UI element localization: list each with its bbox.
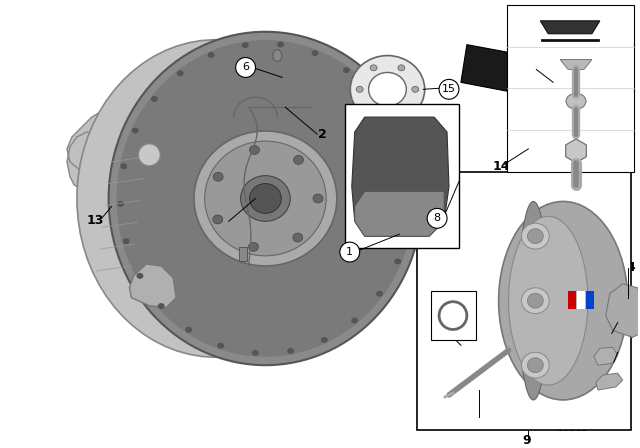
Bar [568,291,576,309]
Ellipse shape [157,303,164,309]
Bar [586,291,594,309]
Text: 1: 1 [346,247,353,257]
Polygon shape [566,139,586,163]
Ellipse shape [369,73,406,106]
Ellipse shape [252,350,259,356]
Text: 13: 13 [87,214,104,227]
Ellipse shape [499,202,628,400]
Ellipse shape [287,348,294,354]
Ellipse shape [370,108,377,114]
Text: 14: 14 [493,160,510,173]
Text: 6: 6 [242,62,249,73]
Ellipse shape [351,318,358,323]
Ellipse shape [136,273,143,279]
Ellipse shape [138,144,160,166]
Ellipse shape [123,238,130,244]
Ellipse shape [212,215,223,224]
Ellipse shape [194,131,337,266]
Ellipse shape [294,155,303,164]
Ellipse shape [205,141,326,256]
Ellipse shape [277,42,284,47]
Ellipse shape [407,195,414,202]
Polygon shape [67,102,156,198]
Ellipse shape [412,86,419,92]
Ellipse shape [242,42,249,48]
Text: 4: 4 [626,262,635,275]
Ellipse shape [343,67,350,73]
Text: 12: 12 [450,341,468,354]
Bar [577,291,585,309]
Ellipse shape [185,327,192,333]
Ellipse shape [120,164,127,169]
Text: 3: 3 [472,413,481,426]
Ellipse shape [404,222,412,228]
Ellipse shape [109,32,422,365]
Ellipse shape [151,96,158,102]
Polygon shape [596,373,623,390]
Ellipse shape [376,291,383,297]
Text: 11: 11 [611,346,628,359]
Text: 8: 8 [433,213,441,223]
Ellipse shape [250,146,259,155]
Polygon shape [77,40,336,357]
Polygon shape [594,347,618,365]
Text: 2: 2 [317,129,326,142]
Ellipse shape [398,108,405,114]
Ellipse shape [313,194,323,203]
Polygon shape [606,284,640,337]
Ellipse shape [509,216,588,385]
Circle shape [427,208,447,228]
Ellipse shape [403,158,410,164]
Bar [417,172,630,430]
Ellipse shape [390,123,397,129]
Bar [431,291,476,340]
Ellipse shape [273,50,282,61]
Ellipse shape [321,337,328,343]
Text: 488985: 488985 [552,422,589,433]
Ellipse shape [518,202,548,400]
Polygon shape [129,264,176,308]
Polygon shape [540,21,600,34]
Ellipse shape [117,201,124,207]
Text: 15: 15 [442,84,456,95]
Ellipse shape [207,52,214,58]
Ellipse shape [132,128,139,134]
Ellipse shape [241,176,290,221]
Ellipse shape [248,242,259,251]
Ellipse shape [370,65,377,71]
Ellipse shape [116,40,414,357]
Ellipse shape [217,343,224,349]
Ellipse shape [566,93,586,109]
Bar [239,247,246,261]
Text: 9: 9 [522,434,531,447]
Ellipse shape [250,184,282,213]
Ellipse shape [370,92,376,98]
Ellipse shape [312,50,319,56]
Polygon shape [560,60,592,69]
Ellipse shape [527,229,543,244]
Ellipse shape [213,172,223,181]
Ellipse shape [527,358,543,373]
Polygon shape [352,117,449,236]
Text: 7: 7 [544,79,552,92]
Ellipse shape [522,352,549,378]
Text: 10: 10 [612,316,629,329]
Ellipse shape [177,70,184,76]
Ellipse shape [522,288,549,314]
Text: 5: 5 [218,218,227,231]
Ellipse shape [394,258,401,264]
Polygon shape [355,192,444,236]
Circle shape [439,79,459,99]
Ellipse shape [398,65,405,71]
Bar [507,5,634,172]
Ellipse shape [356,86,363,92]
Bar [345,104,459,248]
Circle shape [236,57,255,78]
Ellipse shape [527,293,543,308]
Ellipse shape [350,56,425,123]
Polygon shape [461,45,536,95]
Ellipse shape [293,233,303,242]
Circle shape [340,242,360,262]
Ellipse shape [522,223,549,249]
